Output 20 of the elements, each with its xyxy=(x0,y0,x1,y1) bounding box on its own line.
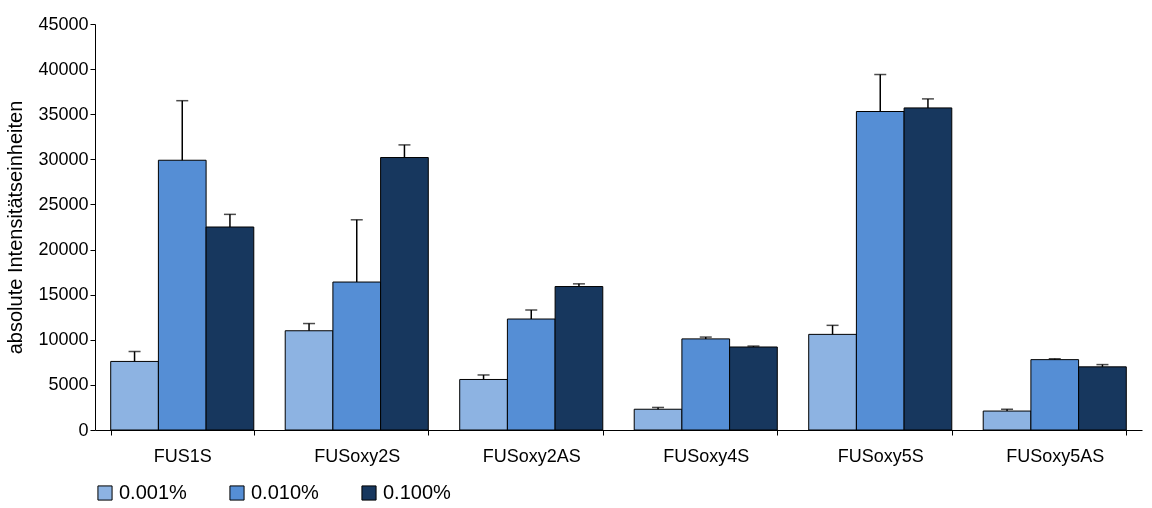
y-tick-label: 10000 xyxy=(38,329,89,350)
legend-label: 0.100% xyxy=(383,481,452,503)
y-tick-label: 20000 xyxy=(38,239,89,260)
y-tick-label: 15000 xyxy=(38,284,89,305)
x-tick-label: FUS1S xyxy=(153,445,212,466)
x-tick-label: FUSoxy2AS xyxy=(482,445,581,466)
x-tick-label: FUSoxy5AS xyxy=(1006,445,1105,466)
y-tick-label: 40000 xyxy=(38,58,89,79)
y-tick-label: 45000 xyxy=(38,13,89,34)
y-tick-label: 30000 xyxy=(38,148,89,169)
y-axis-title: absolute Intensitätseinheiten xyxy=(4,100,27,355)
legend-label: 0.001% xyxy=(119,481,188,503)
legend-label: 0.010% xyxy=(251,481,320,503)
x-tick-label: FUSoxy2S xyxy=(314,445,401,466)
y-tick-label: 5000 xyxy=(48,374,89,395)
x-tick-label: FUSoxy4S xyxy=(663,445,750,466)
y-tick-label: 0 xyxy=(78,419,89,440)
y-tick-label: 35000 xyxy=(38,103,89,124)
y-tick-label: 25000 xyxy=(38,193,89,214)
x-tick-label: FUSoxy5S xyxy=(837,445,924,466)
